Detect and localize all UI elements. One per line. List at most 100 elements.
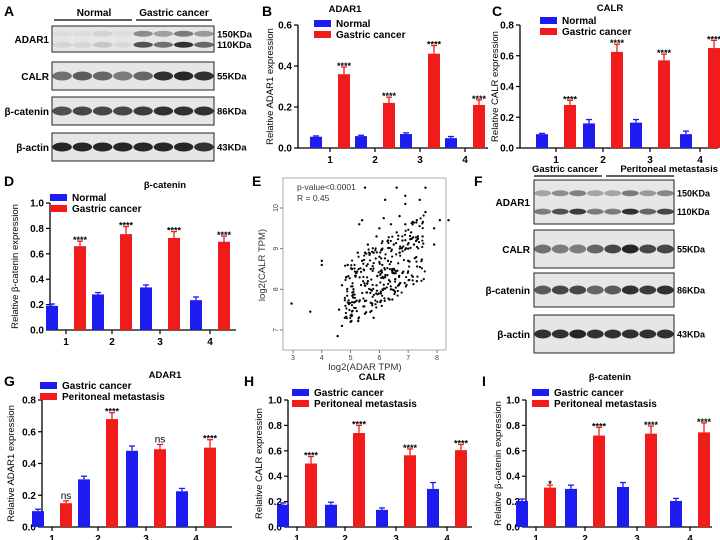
protein-band [586, 285, 604, 295]
y-tick-label: 0.6 [22, 427, 36, 438]
scatter-point-cloud [371, 295, 374, 298]
scatter-point-cloud [420, 279, 423, 282]
x-tick-label: 2 [342, 534, 348, 540]
scatter-point-cloud [356, 270, 359, 273]
scatter-point-cloud [344, 264, 347, 267]
scatter-point-cloud [348, 277, 351, 280]
bar-series1 [176, 491, 188, 527]
scatter-point-cloud [367, 248, 370, 251]
scatter-point [337, 308, 341, 311]
scatter-point [336, 334, 339, 338]
scatter-point [309, 310, 312, 313]
plot-frame [282, 177, 447, 351]
x-tick-label: 3 [634, 534, 640, 540]
protein-band [639, 208, 657, 215]
scatter-point-cloud [375, 289, 379, 292]
bar-series1 [376, 509, 388, 527]
bar-series2 [338, 74, 350, 148]
scatter-point-cloud [391, 267, 394, 271]
x-tick-label: 3 [647, 155, 653, 166]
western-blot-f: Gastric cancer Peritoneal metastasis ADAR1… [486, 164, 718, 354]
protein-band [639, 329, 657, 339]
scatter-point-cloud [350, 285, 353, 288]
legend-swatch-2 [40, 393, 57, 400]
scatter-point-cloud [378, 262, 381, 265]
scatter-point [363, 186, 367, 189]
scatter-point-cloud [343, 296, 346, 299]
scatter-point-cloud [372, 267, 375, 270]
scatter-point-cloud [379, 300, 382, 303]
scatter-point [381, 263, 384, 267]
scatter-point-cloud [354, 300, 357, 303]
bar-series2 [305, 463, 317, 527]
scatter-point [415, 280, 419, 283]
scatter-point-cloud [402, 270, 405, 273]
scatter-point-cloud [407, 228, 410, 231]
protein-band [586, 329, 604, 339]
scatter-point [320, 259, 323, 263]
scatter-point-cloud [353, 270, 357, 273]
scatter-point-cloud [383, 297, 386, 300]
scatter-point [386, 259, 390, 263]
scatter-point-cloud [403, 281, 406, 285]
scatter-point-cloud [411, 279, 414, 282]
scatter-point-cloud [355, 309, 358, 313]
scatter-point-cloud [419, 217, 422, 220]
protein-band [621, 244, 639, 254]
scatter-point-cloud [351, 294, 354, 297]
scatter-point-cloud [380, 304, 383, 307]
scatter-point-cloud [365, 311, 368, 314]
scatter-point-cloud [362, 275, 365, 279]
scatter-point-cloud [418, 265, 421, 269]
protein-band [133, 71, 153, 81]
scatter-point-cloud [409, 238, 412, 241]
scatter-point-cloud [400, 291, 403, 294]
protein-band [92, 106, 113, 116]
x-tick-label: 1 [533, 534, 539, 540]
bar-series2 [544, 487, 556, 527]
scatter-point-cloud [393, 292, 396, 296]
panel-label-f: F [474, 173, 483, 189]
protein-band [604, 190, 622, 197]
y-tick-label: 0.4 [268, 472, 282, 483]
significance-label: **** [472, 94, 487, 104]
protein-band [194, 106, 214, 116]
y-tick-label: 0.4 [506, 472, 520, 483]
scatter-point-cloud [361, 291, 364, 295]
group-label: Normal [77, 8, 112, 19]
scatter-point-cloud [366, 263, 369, 266]
bar-series1 [92, 294, 104, 330]
significance-label: **** [610, 38, 625, 48]
scatter-point-cloud [399, 281, 402, 284]
scatter-point [360, 259, 364, 263]
scatter-point-cloud [402, 245, 405, 248]
x-tick-label: 1 [294, 534, 300, 540]
scatter-point-cloud [389, 285, 392, 288]
scatter-point-cloud [387, 241, 390, 245]
bar-series2 [658, 60, 670, 148]
scatter-point [432, 227, 436, 230]
protein-label: CALR [21, 72, 50, 83]
scatter-point [383, 198, 387, 202]
scatter-point-cloud [354, 306, 357, 310]
scatter-point-cloud [351, 309, 354, 312]
scatter-point-cloud [406, 271, 409, 275]
scatter-point-cloud [410, 274, 413, 277]
scatter-point-cloud [347, 299, 350, 302]
bar-series2 [593, 435, 605, 527]
group-label: Gastric cancer [532, 164, 598, 175]
bar-series1 [583, 123, 595, 148]
protein-band [656, 244, 674, 254]
x-tick-label: 1 [63, 337, 69, 348]
protein-band [639, 285, 657, 295]
bar-series1 [78, 479, 90, 527]
y-tick-label: 7 [273, 328, 280, 332]
protein-band [113, 142, 133, 152]
protein-band [569, 285, 587, 295]
scatter-point-cloud [408, 234, 412, 238]
scatter-point [369, 267, 372, 271]
protein-band [534, 285, 552, 295]
bar-series2 [698, 432, 710, 527]
